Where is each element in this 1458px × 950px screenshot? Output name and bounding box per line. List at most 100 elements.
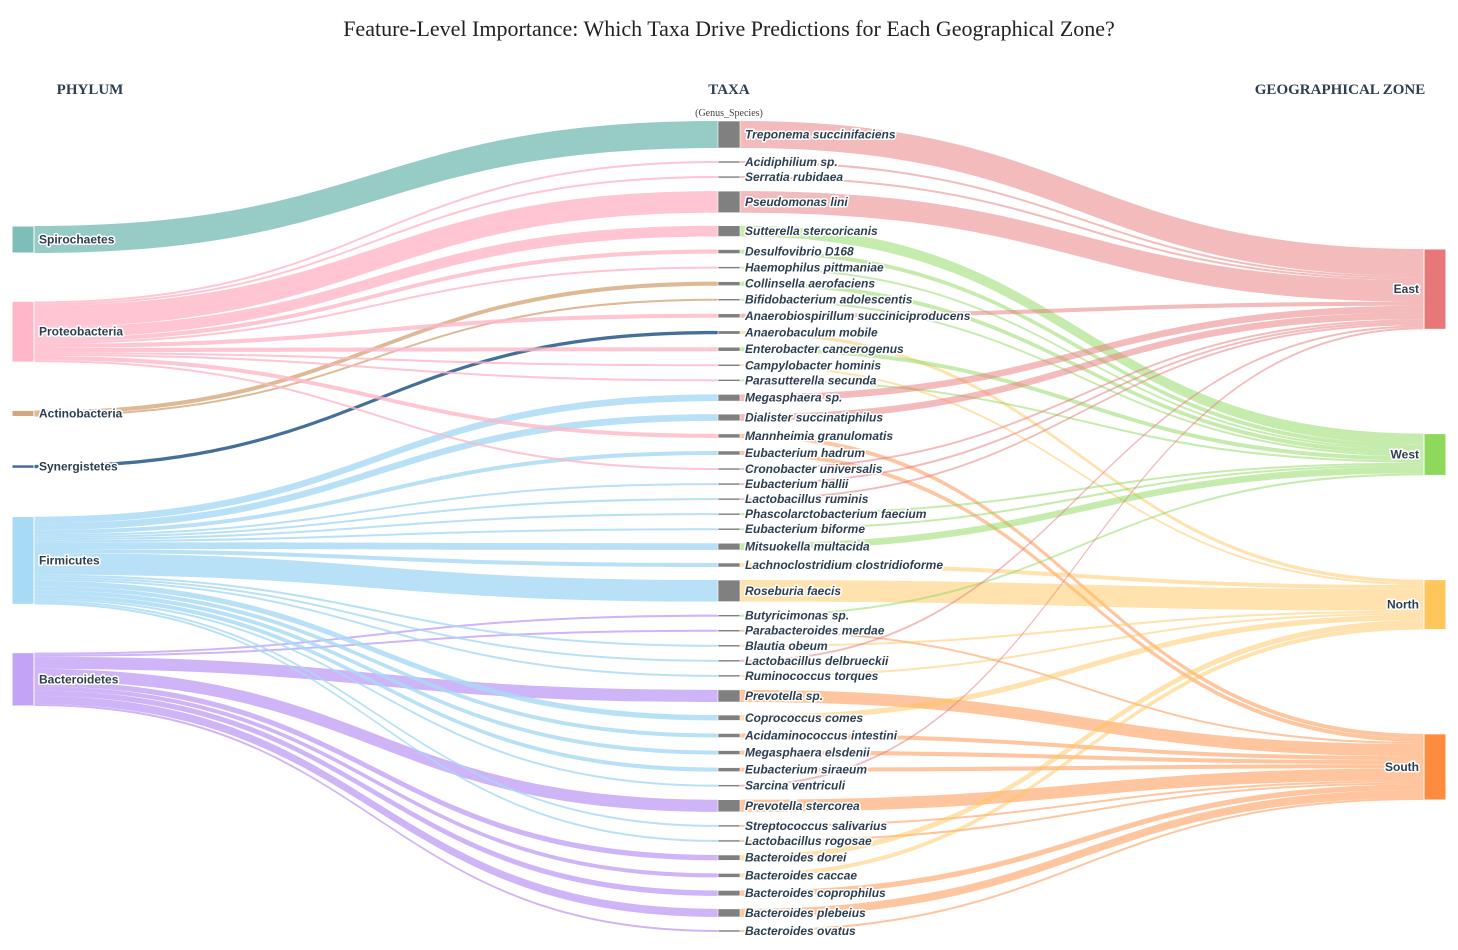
link-firmicutes-to-megasphaera-elsdenii[interactable]	[34, 590, 718, 755]
link-bacteroidetes-to-bacteroides-caccae[interactable]	[34, 686, 718, 878]
link-proteobacteria-to-haemophilus-pittmaniae[interactable]	[34, 266, 718, 344]
link-dialister-succinatiphilus-to-east[interactable]	[740, 312, 1424, 421]
link-proteobacteria-to-acidiphilium-sp[interactable]	[34, 161, 718, 304]
taxa-node-mannheimia-granulomatis[interactable]	[717, 433, 741, 439]
link-streptococcus-salivarius-to-south[interactable]	[740, 780, 1424, 827]
taxa-node-ruminococcus-torques[interactable]	[717, 674, 741, 678]
taxa-node-streptococcus-salivarius[interactable]	[717, 824, 741, 828]
taxa-node-prevotella-sp[interactable]	[717, 689, 741, 703]
link-firmicutes-to-coprococcus-comes[interactable]	[34, 580, 718, 721]
link-megasphaera-elsdenii-to-south[interactable]	[740, 750, 1424, 765]
link-firmicutes-to-eubacterium-biforme[interactable]	[34, 528, 718, 543]
phylum-node-synergistetes[interactable]	[11, 464, 35, 469]
link-lactobacillus-rogosae-to-south[interactable]	[740, 782, 1424, 842]
link-firmicutes-to-megasphaera-sp[interactable]	[34, 394, 718, 524]
phylum-node-proteobacteria[interactable]	[11, 300, 35, 363]
link-mitsuokella-multacida-to-west[interactable]	[740, 466, 1424, 550]
taxa-node-treponema-succinifaciens[interactable]	[717, 120, 741, 149]
link-proteobacteria-to-campylobacter-hominis[interactable]	[34, 351, 718, 367]
link-bacteroides-dorei-to-north[interactable]	[740, 620, 1424, 861]
taxa-node-lactobacillus-rogosae[interactable]	[717, 839, 741, 843]
link-firmicutes-to-eubacterium-hallii[interactable]	[34, 483, 718, 537]
link-lactobacillus-delbrueckii-to-east[interactable]	[740, 325, 1424, 662]
taxa-node-serratia-rubidaea[interactable]	[717, 175, 741, 179]
link-proteobacteria-to-cronobacter-universalis[interactable]	[34, 360, 718, 471]
taxa-node-acidaminococcus-intestini[interactable]	[717, 733, 741, 738]
link-bacteroidetes-to-parabacteroides-merdae[interactable]	[34, 629, 718, 657]
link-cronobacter-universalis-to-east[interactable]	[740, 319, 1424, 471]
link-firmicutes-to-lachnoclostridium-clostridioforme[interactable]	[34, 548, 718, 568]
taxa-node-phascolarctobacterium-faecium[interactable]	[717, 512, 741, 516]
link-campylobacter-hominis-to-north[interactable]	[740, 364, 1424, 586]
link-firmicutes-to-eubacterium-siraeum[interactable]	[34, 594, 718, 772]
link-sarcina-ventriculi-to-east[interactable]	[740, 327, 1424, 787]
phylum-node-actinobacteria[interactable]	[11, 409, 35, 418]
link-firmicutes-to-roseburia-faecis[interactable]	[34, 553, 718, 602]
zone-node-east[interactable]	[1423, 248, 1447, 330]
zone-node-south[interactable]	[1423, 733, 1447, 801]
link-firmicutes-to-acidaminococcus-intestini[interactable]	[34, 586, 718, 738]
link-bacteroides-ovatus-to-south[interactable]	[740, 797, 1424, 932]
taxa-node-acidiphilium-sp[interactable]	[717, 160, 741, 164]
link-firmicutes-to-eubacterium-hadrum[interactable]	[34, 450, 718, 535]
taxa-node-blautia-obeum[interactable]	[717, 644, 741, 648]
link-actinobacteria-to-bifidobacterium-adolescentis[interactable]	[34, 298, 718, 417]
link-proteobacteria-to-pseudomonas-lini[interactable]	[34, 191, 718, 327]
link-proteobacteria-to-anaerobiospirillum-succiniciproducens[interactable]	[34, 313, 718, 348]
link-anaerobiospirillum-succiniciproducens-to-east[interactable]	[740, 301, 1424, 318]
taxa-node-bacteroides-coprophilus[interactable]	[717, 890, 741, 897]
taxa-node-desulfovibrio-d168[interactable]	[717, 249, 741, 254]
taxa-node-enterobacter-cancerogenus[interactable]	[717, 346, 741, 352]
taxa-node-coprococcus-comes[interactable]	[717, 714, 741, 721]
taxa-node-anaerobaculum-mobile[interactable]	[717, 330, 741, 335]
link-firmicutes-to-lactobacillus-ruminis[interactable]	[34, 498, 718, 539]
phylum-node-firmicutes[interactable]	[11, 516, 35, 605]
link-butyricimonas-sp-to-west[interactable]	[740, 473, 1424, 617]
link-treponema-succinifaciens-to-east[interactable]	[740, 121, 1424, 276]
taxa-node-eubacterium-biforme[interactable]	[717, 527, 741, 531]
taxa-node-mitsuokella-multacida[interactable]	[717, 542, 741, 551]
link-firmicutes-to-mitsuokella-multacida[interactable]	[34, 542, 718, 550]
link-bacteroidetes-to-butyricimonas-sp[interactable]	[34, 614, 718, 655]
link-spirochaetes-to-treponema-succinifaciens[interactable]	[34, 121, 718, 253]
taxa-node-collinsella-aerofaciens[interactable]	[717, 281, 741, 286]
phylum-node-spirochaetes[interactable]	[11, 225, 35, 254]
link-bacteroides-caccae-to-north[interactable]	[740, 625, 1424, 878]
taxa-node-parasutterella-secunda[interactable]	[717, 379, 741, 382]
link-roseburia-faecis-to-north[interactable]	[740, 580, 1424, 611]
link-bacteroidetes-to-bacteroides-plebeius[interactable]	[34, 695, 718, 917]
taxa-node-sarcina-ventriculi[interactable]	[717, 784, 741, 787]
taxa-node-bacteroides-ovatus[interactable]	[717, 929, 741, 933]
taxa-node-megasphaera-sp[interactable]	[717, 394, 741, 402]
taxa-node-prevotella-stercorea[interactable]	[717, 799, 741, 813]
link-firmicutes-to-sarcina-ventriculi[interactable]	[34, 598, 718, 787]
link-sutterella-stercoricanis-to-west[interactable]	[740, 225, 1424, 445]
link-proteobacteria-to-mannheimia-granulomatis[interactable]	[34, 356, 718, 438]
taxa-node-megasphaera-elsdenii[interactable]	[717, 750, 741, 755]
taxa-node-campylobacter-hominis[interactable]	[717, 363, 741, 367]
link-synergistetes-to-anaerobaculum-mobile[interactable]	[34, 330, 718, 469]
link-bifidobacterium-adolescentis-to-west[interactable]	[740, 298, 1424, 457]
taxa-node-cronobacter-universalis[interactable]	[717, 467, 741, 471]
link-eubacterium-biforme-to-west[interactable]	[740, 464, 1424, 531]
link-firmicutes-to-lactobacillus-delbrueckii[interactable]	[34, 576, 718, 662]
link-megasphaera-sp-to-east[interactable]	[740, 305, 1424, 402]
taxa-node-roseburia-faecis[interactable]	[717, 579, 741, 602]
taxa-node-lactobacillus-delbrueckii[interactable]	[717, 659, 741, 663]
phylum-node-bacteroidetes[interactable]	[11, 652, 35, 707]
zone-node-west[interactable]	[1423, 433, 1447, 476]
link-bacteroidetes-to-prevotella-sp[interactable]	[34, 656, 718, 703]
link-lachnoclostridium-clostridioforme-to-north[interactable]	[740, 562, 1424, 590]
link-firmicutes-to-streptococcus-salivarius[interactable]	[34, 600, 718, 827]
link-firmicutes-to-ruminococcus-torques[interactable]	[34, 578, 718, 677]
link-haemophilus-pittmaniae-to-west[interactable]	[740, 266, 1424, 451]
link-proteobacteria-to-serratia-rubidaea[interactable]	[34, 176, 718, 306]
zone-node-north[interactable]	[1423, 579, 1447, 631]
link-firmicutes-to-phascolarctobacterium-faecium[interactable]	[34, 513, 718, 541]
taxa-node-haemophilus-pittmaniae[interactable]	[717, 266, 741, 269]
link-phascolarctobacterium-faecium-to-west[interactable]	[740, 462, 1424, 516]
link-proteobacteria-to-enterobacter-cancerogenus[interactable]	[34, 347, 718, 352]
link-bacteroidetes-to-prevotella-stercorea[interactable]	[34, 668, 718, 812]
link-eubacterium-hallii-to-east[interactable]	[740, 321, 1424, 486]
taxa-node-dialister-succinatiphilus[interactable]	[717, 413, 741, 422]
